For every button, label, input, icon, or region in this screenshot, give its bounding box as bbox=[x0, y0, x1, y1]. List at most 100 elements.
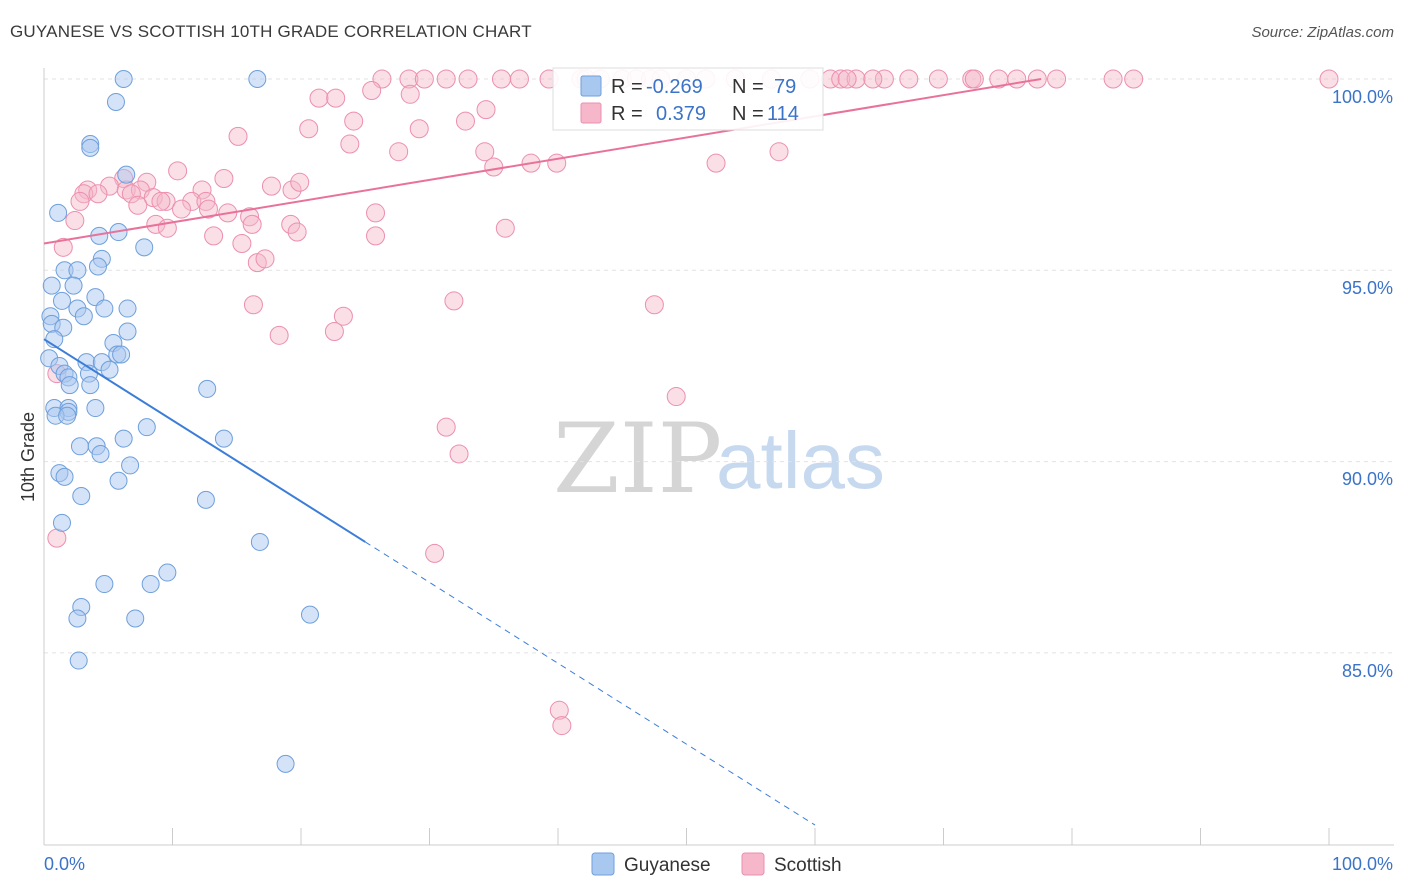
scottish-point bbox=[168, 161, 188, 181]
scottish-point bbox=[182, 191, 202, 211]
scottish-point bbox=[837, 69, 857, 89]
trend-lines bbox=[43, 78, 1042, 826]
scottish-point bbox=[333, 306, 353, 326]
scottish-point bbox=[1319, 69, 1339, 89]
scottish-point bbox=[255, 249, 275, 269]
scottish-point bbox=[863, 69, 883, 89]
guyanese-point bbox=[68, 261, 87, 280]
guyanese-point bbox=[300, 605, 319, 624]
watermark-zip: ZIP bbox=[553, 403, 722, 515]
guyanese-point bbox=[52, 291, 71, 310]
guyanese-point bbox=[112, 345, 131, 364]
scottish-point bbox=[666, 387, 686, 407]
scottish-point bbox=[309, 88, 329, 108]
guyanese-point bbox=[64, 276, 83, 295]
scottish-point bbox=[47, 528, 67, 548]
guyanese-point bbox=[49, 203, 68, 222]
scottish-point bbox=[232, 234, 252, 254]
guyanese-point bbox=[70, 437, 89, 456]
scottish-point bbox=[552, 716, 572, 736]
scottish-point bbox=[491, 69, 511, 89]
scottish-point bbox=[204, 226, 224, 246]
guyanese-point bbox=[42, 276, 61, 295]
scottish-point bbox=[366, 226, 386, 246]
scottish-point bbox=[475, 142, 495, 162]
scottish-point bbox=[509, 69, 529, 89]
scottish-point bbox=[644, 295, 664, 315]
scottish-point bbox=[340, 134, 360, 154]
guyanese-point bbox=[276, 754, 295, 773]
guyanese-point bbox=[95, 299, 114, 318]
scottish-point bbox=[549, 700, 569, 720]
x-axis-ticks bbox=[43, 828, 1330, 845]
scottish-point bbox=[476, 100, 496, 120]
scottish-point bbox=[455, 111, 475, 131]
correlation-legend: R = -0.269 N = 79 R = 0.379 N = 114 bbox=[552, 67, 824, 131]
guyanese-point bbox=[198, 379, 217, 398]
legend-label-scottish: Scottish bbox=[774, 855, 842, 876]
scottish-point bbox=[65, 211, 85, 231]
guyanese-point bbox=[214, 429, 233, 448]
legend-swatch-guyanese bbox=[591, 852, 615, 876]
guyanese-point bbox=[74, 307, 93, 326]
scottish-point bbox=[436, 417, 456, 437]
guyanese-point bbox=[248, 70, 267, 88]
scottish-point bbox=[53, 237, 73, 257]
legend-n-value: 79 bbox=[774, 76, 796, 98]
guyanese-point bbox=[135, 238, 154, 257]
guyanese-point bbox=[100, 360, 119, 379]
scottish-point bbox=[1103, 69, 1123, 89]
scottish-point bbox=[324, 322, 344, 342]
y-tick-label: 85.0% bbox=[1342, 661, 1393, 681]
series-legend: Guyanese Scottish bbox=[591, 852, 842, 876]
legend-r-label: R = bbox=[611, 76, 643, 98]
scottish-point bbox=[287, 222, 307, 242]
guyanese-point bbox=[88, 257, 107, 276]
scottish-point bbox=[240, 207, 260, 227]
scottish-point bbox=[706, 153, 726, 173]
guyanese-point bbox=[69, 651, 88, 670]
guyanese-point bbox=[118, 299, 137, 318]
legend-n-label: N = bbox=[732, 103, 764, 125]
guyanese-point bbox=[91, 444, 110, 463]
guyanese-point bbox=[58, 406, 77, 425]
guyanese-point bbox=[109, 471, 128, 490]
y-tick-label: 100.0% bbox=[1332, 87, 1393, 107]
scottish-point bbox=[243, 295, 263, 315]
legend-r-label: R = bbox=[611, 103, 643, 125]
guyanese-point bbox=[114, 70, 133, 88]
guyanese-point bbox=[141, 575, 160, 594]
scottish-point bbox=[831, 69, 851, 89]
scottish-point bbox=[326, 88, 346, 108]
source-credit: Source: ZipAtlas.com bbox=[1251, 24, 1394, 41]
scottish-point bbox=[495, 218, 515, 238]
guyanese-point bbox=[81, 376, 100, 395]
scottish-point bbox=[366, 203, 386, 223]
y-tick-label: 95.0% bbox=[1342, 278, 1393, 298]
guyanese-point bbox=[72, 487, 91, 506]
scottish-point bbox=[484, 157, 504, 177]
scottish-point bbox=[449, 444, 469, 464]
scottish-point bbox=[399, 69, 419, 89]
legend-swatch-scottish bbox=[741, 852, 765, 876]
x-tick-label: 100.0% bbox=[1332, 854, 1393, 874]
scottish-point bbox=[344, 111, 364, 131]
guyanese-point bbox=[60, 376, 79, 395]
scottish-point bbox=[156, 191, 176, 211]
scottish-point bbox=[964, 69, 984, 89]
guyanese-series bbox=[40, 70, 319, 773]
scottish-point bbox=[269, 325, 289, 345]
scottish-point bbox=[436, 69, 456, 89]
scottish-point bbox=[261, 176, 281, 196]
guyanese-point bbox=[137, 418, 156, 437]
guyanese-point bbox=[121, 456, 140, 475]
guyanese-point bbox=[126, 609, 145, 628]
scottish-point bbox=[1047, 69, 1067, 89]
scottish-point bbox=[444, 291, 464, 311]
scottish-point bbox=[458, 69, 478, 89]
scottish-point bbox=[899, 69, 919, 89]
legend-r-value: 0.379 bbox=[656, 103, 706, 125]
scottish-series bbox=[47, 69, 1339, 736]
scottish-point bbox=[1007, 69, 1027, 89]
